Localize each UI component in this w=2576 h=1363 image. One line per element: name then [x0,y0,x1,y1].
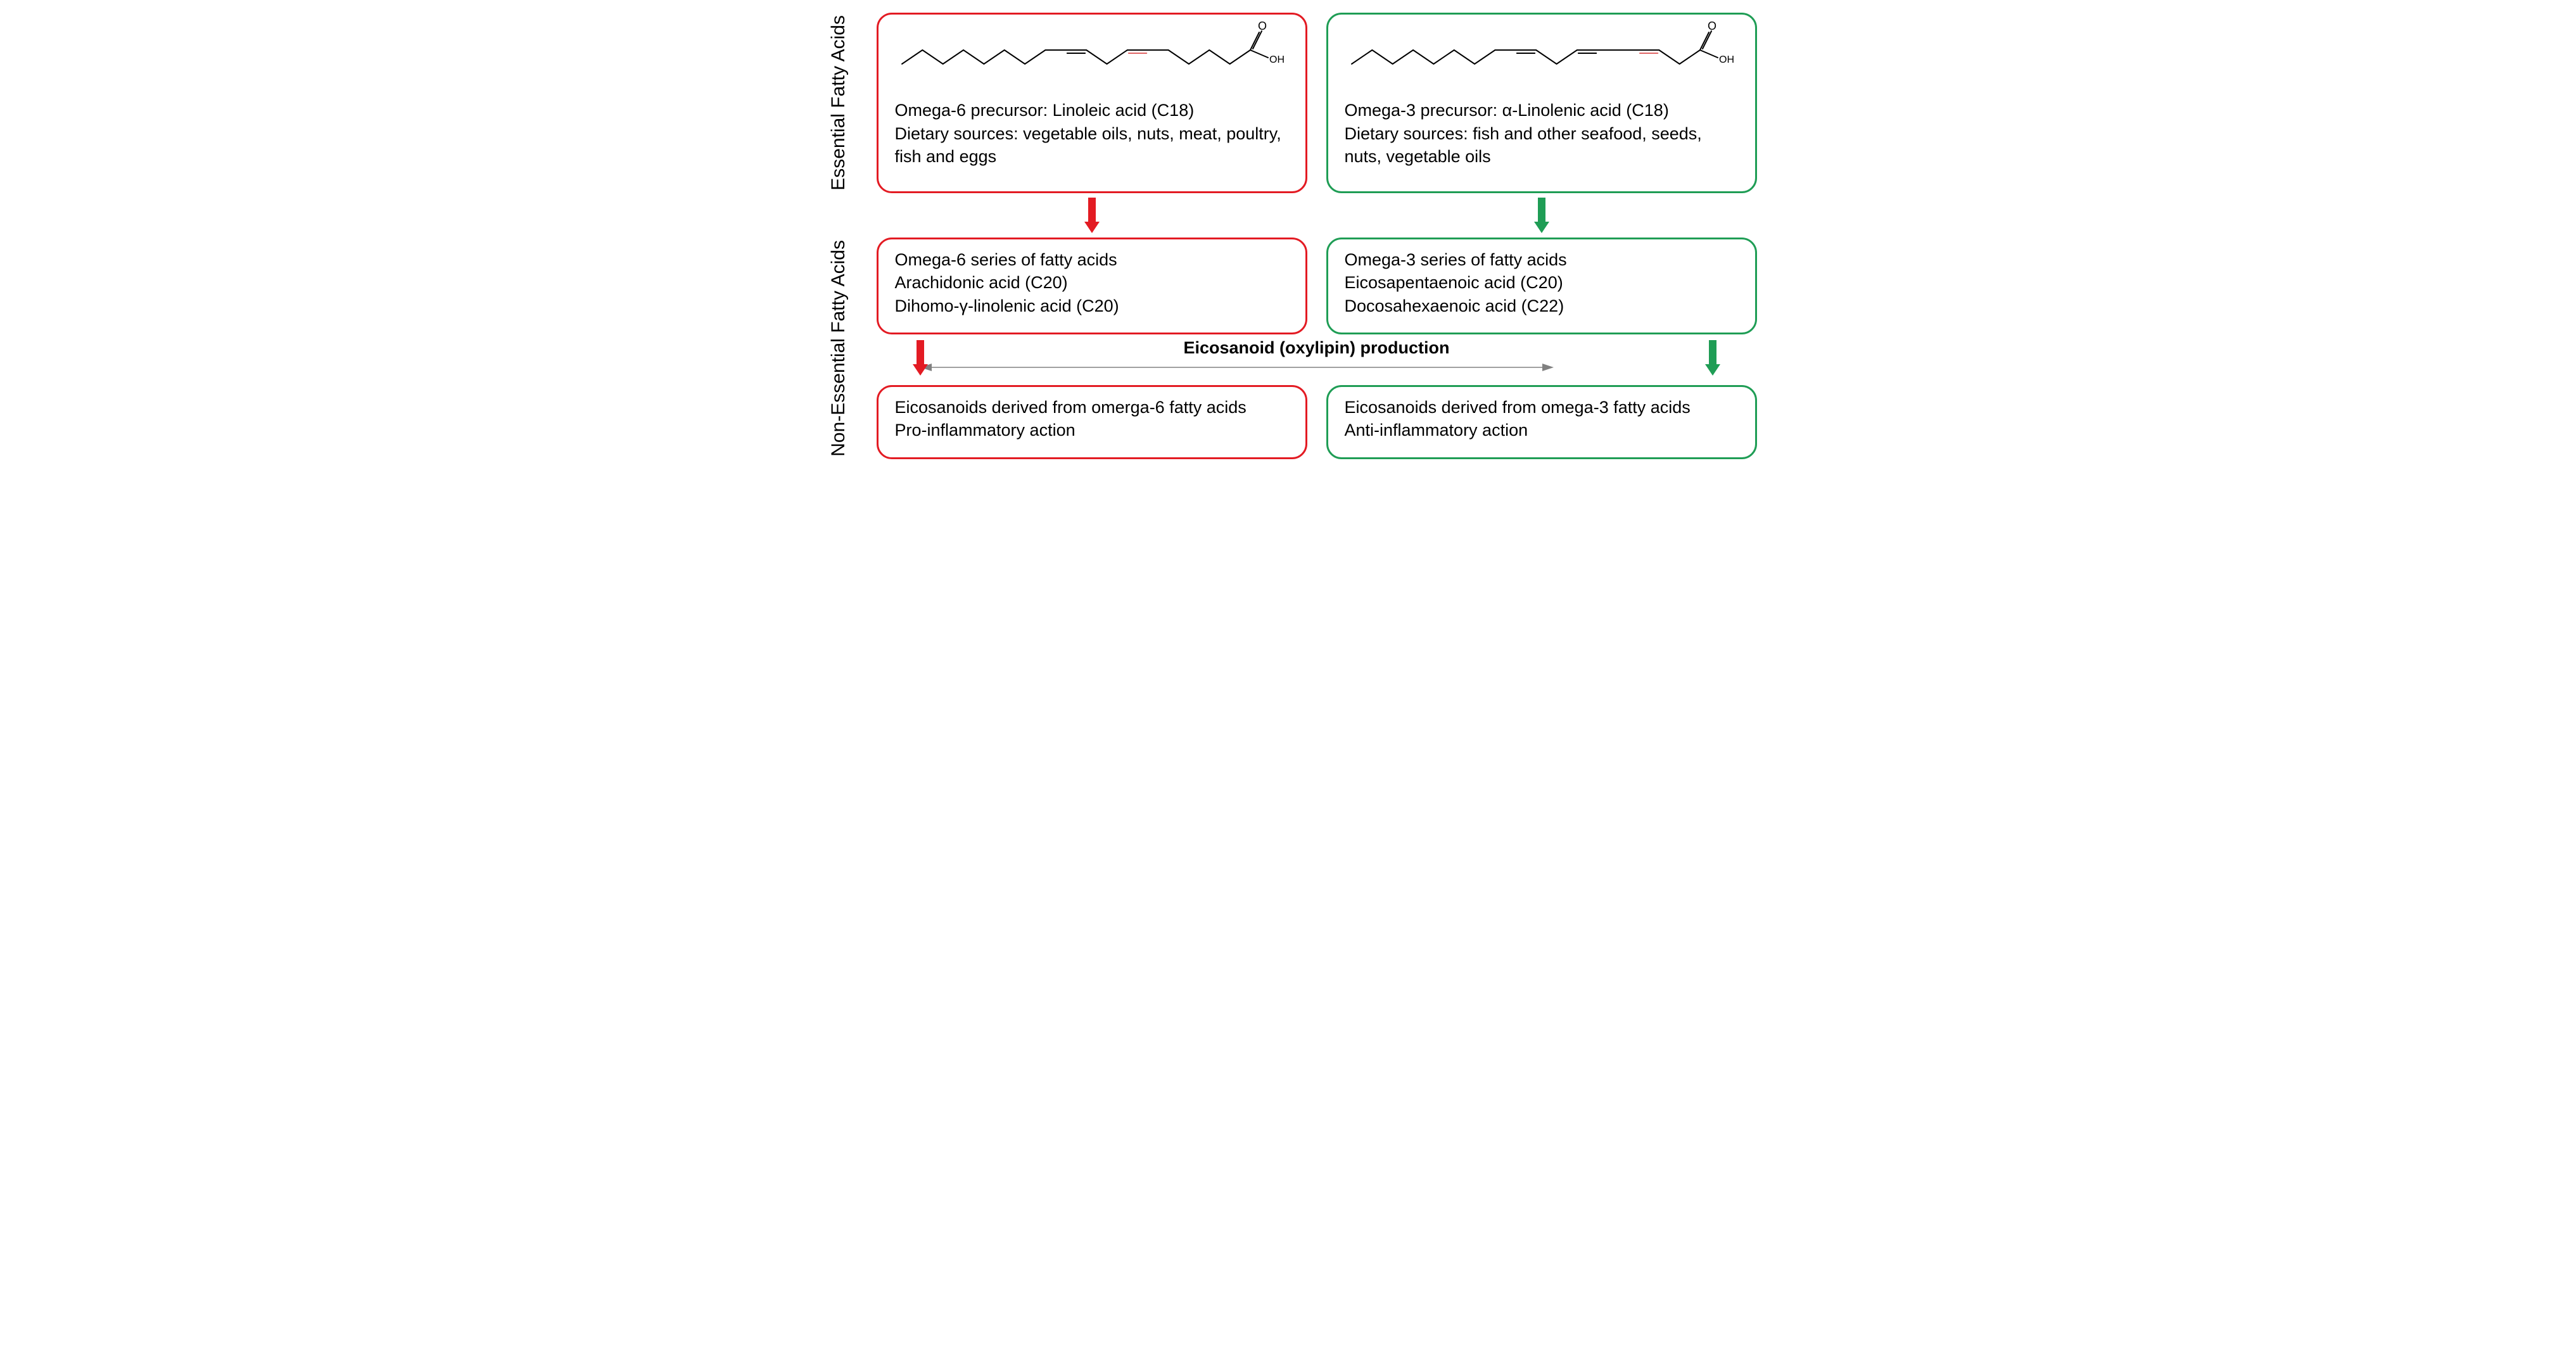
arrow-omega3-2 [1705,340,1720,376]
box-omega6-eicosanoids: Eicosanoids derived from omerga-6 fatty … [877,385,1307,459]
omega6-series-line2: Arachidonic acid (C20) [895,271,1289,294]
box-omega3-precursor: O OH Omega-3 precursor: α-Linolenic acid … [1326,13,1757,193]
omega3-series-line2: Eicosapentaenoic acid (C20) [1345,271,1739,294]
box-omega3-series: Omega-3 series of fatty acids Eicosapent… [1326,238,1757,334]
svg-text:OH: OH [1719,54,1734,65]
fatty-acid-diagram: Essential Fatty Acids Non-Essential Fatt… [820,13,1757,459]
svg-text:OH: OH [1269,54,1285,65]
middle-row: Eicosanoid (oxylipin) production [877,334,1757,381]
omega6-precursor-line2: Dietary sources: vegetable oils, nuts, m… [895,122,1289,168]
omega6-eico-line2: Pro-inflammatory action [895,419,1289,441]
omega3-precursor-line2: Dietary sources: fish and other seafood,… [1345,122,1739,168]
omega6-eico-line1: Eicosanoids derived from omerga-6 fatty … [895,396,1289,419]
omega3-eico-line2: Anti-inflammatory action [1345,419,1739,441]
box-omega3-eicosanoids: Eicosanoids derived from omega-3 fatty a… [1326,385,1757,459]
svg-text:O: O [1258,20,1267,32]
omega3-precursor-line1: Omega-3 precursor: α-Linolenic acid (C18… [1345,99,1739,122]
box-omega6-series: Omega-6 series of fatty acids Arachidoni… [877,238,1307,334]
molecule-alpha-linolenic-acid: O OH [1345,20,1739,89]
box-omega6-precursor: O OH Omega-6 precursor: Linoleic acid (C1… [877,13,1307,193]
omega6-series-line3: Dihomo-γ-linolenic acid (C20) [895,295,1289,317]
omega3-eico-line1: Eicosanoids derived from omega-3 fatty a… [1345,396,1739,419]
omega6-precursor-line1: Omega-6 precursor: Linoleic acid (C18) [895,99,1289,122]
omega3-series-line1: Omega-3 series of fatty acids [1345,248,1739,271]
arrow-omega3-1 [1326,193,1757,238]
omega6-series-line1: Omega-6 series of fatty acids [895,248,1289,271]
arrow-omega6-2 [913,340,928,376]
omega3-series-line3: Docosahexaenoic acid (C22) [1345,295,1739,317]
arrow-omega6-1 [877,193,1307,238]
label-nonessential: Non-Essential Fatty Acids [820,238,858,459]
svg-text:O: O [1708,20,1716,32]
molecule-linoleic-acid: O OH [895,20,1289,89]
label-essential: Essential Fatty Acids [820,13,858,193]
